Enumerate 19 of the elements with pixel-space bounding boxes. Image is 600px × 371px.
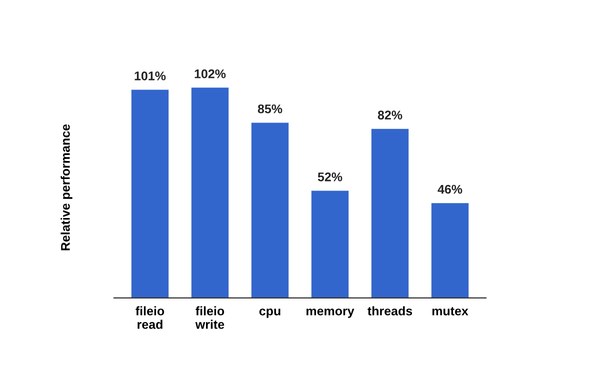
x-tick-label: memory: [306, 308, 354, 318]
data-label: 85%: [258, 104, 282, 114]
bar: [131, 90, 169, 298]
bar: [251, 122, 289, 298]
data-label: 52%: [318, 172, 342, 182]
data-label: 46%: [438, 184, 462, 194]
bar: [311, 190, 349, 298]
data-label: 102%: [194, 69, 226, 78]
x-tick-label: mutex: [432, 307, 468, 316]
bar: [431, 203, 469, 298]
data-label: 82%: [378, 110, 402, 120]
x-tick-label: fileio read: [136, 306, 164, 329]
x-tick-label: threads: [368, 306, 412, 316]
x-tick-label: cpu: [259, 308, 280, 318]
bar: [191, 88, 229, 298]
x-tick-label: fileio write: [195, 306, 224, 329]
data-label: 101%: [134, 71, 166, 80]
y-axis-title: Relative performance: [60, 124, 72, 250]
bar: [371, 128, 409, 298]
